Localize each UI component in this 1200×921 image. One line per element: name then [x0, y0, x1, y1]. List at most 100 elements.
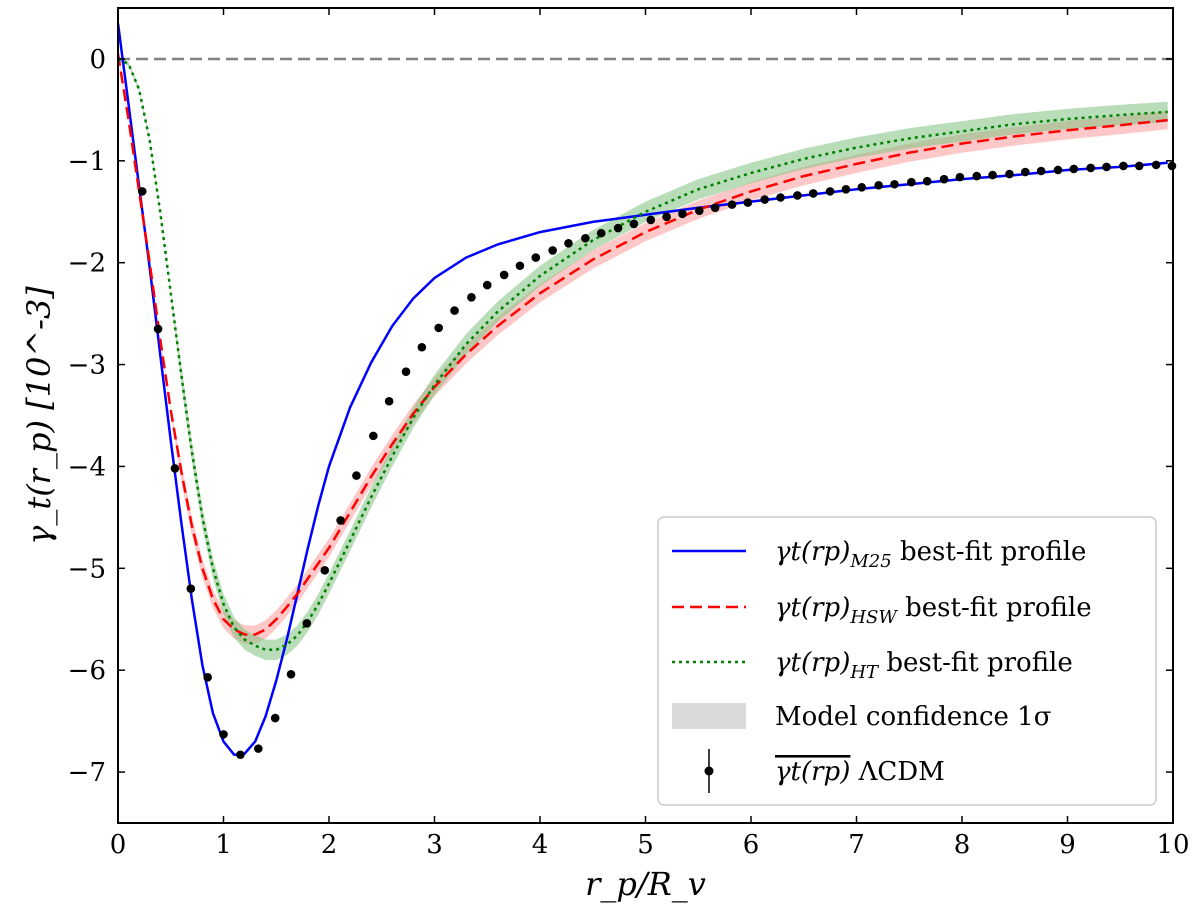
- data-point: [874, 180, 883, 190]
- data-point: [401, 367, 411, 376]
- text-span: γt(rp): [775, 757, 850, 787]
- data-point: [1151, 160, 1161, 170]
- series-line-hsw: [116, 53, 1168, 636]
- data-point: [515, 261, 525, 271]
- y-tick-label: −4: [68, 452, 106, 482]
- data-point: [890, 179, 899, 189]
- x-tick-label: 9: [1059, 830, 1076, 860]
- data-point: [270, 713, 280, 723]
- text-span: γt(rp): [775, 593, 850, 623]
- data-point: [1053, 165, 1063, 175]
- data-point: [760, 195, 770, 204]
- y-axis-label: γ_t(r_p) [10^-3]: [20, 286, 58, 545]
- data-point: [417, 342, 427, 352]
- y-tick-label: −5: [68, 554, 106, 584]
- data-point: [236, 750, 245, 760]
- x-axis-label: r_p/R_v: [585, 865, 706, 903]
- x-tick-label: 6: [743, 830, 760, 860]
- data-point: [662, 212, 671, 222]
- data-point: [581, 233, 590, 243]
- data-point: [548, 246, 557, 255]
- data-point: [678, 209, 687, 219]
- data-point: [646, 215, 656, 225]
- series-line-ht: [117, 57, 1168, 652]
- data-point: [352, 471, 361, 480]
- data-point: [153, 324, 163, 334]
- legend-label-lcdm: γt(rp) ΛCDM: [775, 757, 945, 787]
- text-span: best-fit profile: [892, 537, 1087, 567]
- legend-label-ht: γt(rp)HT best-fit profile: [775, 648, 1073, 683]
- axis-labels: r_p/R_v γ_t(r_p) [10^-3]: [20, 286, 706, 903]
- data-point: [1005, 169, 1014, 179]
- text-span: best-fit profile: [897, 593, 1092, 623]
- legend-swatch-confidence: [672, 703, 746, 729]
- x-tick-label: 7: [848, 830, 865, 860]
- data-point: [1036, 166, 1046, 176]
- data-point: [203, 673, 212, 682]
- y-tick-label: −1: [68, 147, 106, 177]
- axis-ticks: 0 1 2 3 4 5 6 7 8 9 10 0 −1 −2 −3 −4 −5 −6 −7: [68, 8, 1190, 860]
- text-span: γt(rp): [775, 648, 850, 678]
- text-span: HT: [849, 662, 880, 683]
- data-point: [1102, 162, 1111, 172]
- data-point: [596, 228, 606, 238]
- data-point: [922, 176, 932, 186]
- y-tick-label: −2: [68, 249, 106, 279]
- data-point: [1086, 163, 1096, 173]
- data-point: [972, 171, 982, 181]
- y-tick-label: −3: [68, 351, 106, 381]
- data-point: [170, 464, 180, 473]
- series-line-m25: [116, 23, 1168, 757]
- data-point: [808, 189, 818, 198]
- data-point: [450, 306, 459, 315]
- data-point: [988, 170, 997, 180]
- data-point: [369, 431, 378, 441]
- legend-box: [657, 516, 1157, 806]
- data-point: [384, 396, 394, 406]
- data-point: [302, 619, 312, 628]
- data-point: [467, 293, 476, 302]
- data-point: [1167, 161, 1177, 171]
- data-point: [841, 185, 851, 194]
- data-point: [939, 174, 949, 184]
- legend-point-marker: [704, 766, 714, 776]
- data-point: [1119, 161, 1128, 171]
- data-point: [286, 669, 296, 679]
- confidence-band-ht: [118, 56, 1168, 660]
- data-point: [710, 203, 720, 212]
- text-span: γt(rp): [775, 537, 850, 567]
- text-span: HSW: [849, 607, 898, 628]
- x-tick-label: 8: [954, 830, 971, 860]
- x-tick-label: 5: [637, 830, 654, 860]
- x-tick-label: 4: [532, 830, 549, 860]
- data-point: [613, 223, 623, 233]
- x-tick-label: 10: [1156, 830, 1189, 860]
- data-point: [776, 193, 785, 202]
- confidence-bands: [118, 51, 1168, 660]
- x-tick-label: 2: [321, 830, 338, 860]
- data-point: [1134, 161, 1144, 171]
- data-point: [482, 280, 492, 290]
- data-point: [186, 584, 196, 593]
- data-point: [564, 239, 573, 248]
- x-tick-label: 0: [110, 830, 127, 860]
- data-point: [793, 191, 802, 200]
- data-point: [336, 516, 345, 525]
- legend-label-hsw: γt(rp)HSW best-fit profile: [775, 593, 1092, 628]
- data-point: [629, 219, 639, 229]
- data-point: [857, 183, 867, 192]
- text-span: M25: [849, 551, 891, 572]
- data-point: [825, 187, 835, 196]
- text-span: best-fit profile: [878, 648, 1073, 678]
- data-point: [1069, 164, 1079, 174]
- legend-label-m25: γt(rp)M25 best-fit profile: [775, 537, 1086, 572]
- data-point: [531, 253, 541, 262]
- x-tick-label: 1: [215, 830, 232, 860]
- data-point: [219, 730, 228, 739]
- data-point: [320, 566, 330, 575]
- data-point: [695, 206, 704, 216]
- data-point: [434, 323, 444, 333]
